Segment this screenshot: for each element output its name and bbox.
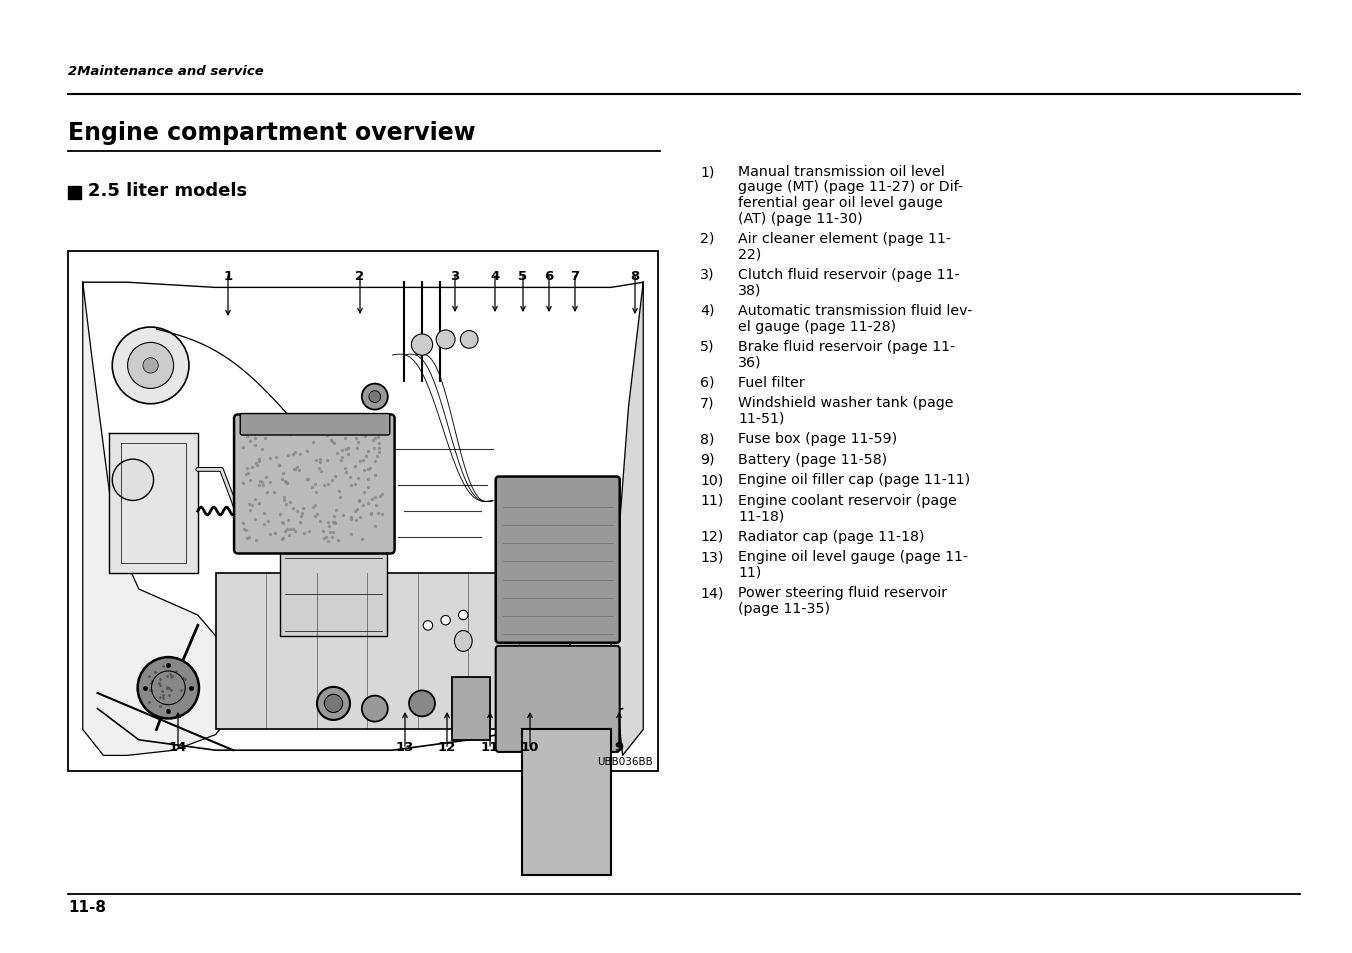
Text: Automatic transmission fluid lev-: Automatic transmission fluid lev-	[738, 304, 972, 317]
Text: 6: 6	[545, 270, 553, 283]
Bar	[68, 187, 81, 200]
Text: gauge (MT) (page 11-27) or Dif-: gauge (MT) (page 11-27) or Dif-	[738, 180, 963, 194]
Text: el gauge (page 11-28): el gauge (page 11-28)	[738, 319, 896, 334]
Circle shape	[127, 343, 173, 389]
Bar	[522, 730, 611, 875]
Bar	[215, 574, 569, 730]
Text: 13: 13	[396, 740, 414, 753]
Polygon shape	[611, 283, 644, 756]
Text: Engine coolant reservoir (page: Engine coolant reservoir (page	[738, 494, 957, 507]
Bar	[280, 553, 387, 637]
Text: Engine oil level gauge (page 11-: Engine oil level gauge (page 11-	[738, 550, 968, 564]
Text: 14): 14)	[700, 586, 723, 599]
Text: 9: 9	[614, 740, 623, 753]
Text: 1): 1)	[700, 165, 714, 179]
Text: Battery (page 11-58): Battery (page 11-58)	[738, 453, 887, 467]
Text: 12): 12)	[700, 530, 723, 543]
Polygon shape	[82, 283, 245, 756]
Text: 5: 5	[518, 270, 527, 283]
Text: 11: 11	[481, 740, 499, 753]
Circle shape	[369, 392, 381, 403]
Text: Brake fluid reservoir (page 11-: Brake fluid reservoir (page 11-	[738, 339, 956, 354]
FancyBboxPatch shape	[241, 415, 389, 436]
Text: 4: 4	[491, 270, 500, 283]
Text: 2: 2	[356, 270, 365, 283]
Text: 22): 22)	[738, 247, 761, 261]
Text: 7: 7	[571, 270, 580, 283]
Text: UBB036BB: UBB036BB	[598, 757, 653, 766]
Circle shape	[411, 335, 433, 355]
Text: Engine oil filler cap (page 11-11): Engine oil filler cap (page 11-11)	[738, 473, 971, 487]
Text: 8: 8	[630, 270, 639, 283]
Circle shape	[324, 695, 342, 713]
Circle shape	[458, 611, 468, 620]
Text: 11): 11)	[700, 494, 723, 507]
FancyBboxPatch shape	[496, 477, 619, 643]
Text: 11-51): 11-51)	[738, 412, 784, 426]
Circle shape	[316, 687, 350, 720]
Text: 11): 11)	[738, 565, 761, 579]
Text: 2.5 liter models: 2.5 liter models	[88, 182, 247, 200]
Circle shape	[112, 328, 189, 404]
Circle shape	[437, 331, 456, 350]
Polygon shape	[110, 434, 197, 574]
Circle shape	[460, 332, 479, 349]
Circle shape	[441, 616, 450, 625]
Text: 6): 6)	[700, 375, 714, 390]
Text: 2): 2)	[700, 232, 714, 246]
Text: 11-18): 11-18)	[738, 509, 784, 523]
Circle shape	[410, 691, 435, 717]
Text: 10: 10	[521, 740, 539, 753]
Text: 12: 12	[438, 740, 456, 753]
Circle shape	[112, 459, 154, 501]
Text: Fuse box (page 11-59): Fuse box (page 11-59)	[738, 432, 898, 446]
Text: Clutch fluid reservoir (page 11-: Clutch fluid reservoir (page 11-	[738, 268, 960, 282]
Text: (page 11-35): (page 11-35)	[738, 601, 830, 616]
Text: 8): 8)	[700, 432, 714, 446]
Text: 36): 36)	[738, 355, 761, 369]
Text: (AT) (page 11-30): (AT) (page 11-30)	[738, 212, 863, 225]
Text: 13): 13)	[700, 550, 723, 564]
Text: 3): 3)	[700, 268, 714, 282]
Text: Power steering fluid reservoir: Power steering fluid reservoir	[738, 586, 948, 599]
Text: 1: 1	[223, 270, 233, 283]
Text: Radiator cap (page 11-18): Radiator cap (page 11-18)	[738, 530, 925, 543]
Text: 11-8: 11-8	[68, 899, 105, 914]
Circle shape	[362, 696, 388, 721]
Text: ferential gear oil level gauge: ferential gear oil level gauge	[738, 195, 942, 210]
Text: Windshield washer tank (page: Windshield washer tank (page	[738, 396, 953, 410]
FancyBboxPatch shape	[234, 415, 395, 554]
Text: 38): 38)	[738, 283, 761, 297]
Bar	[69, 253, 657, 770]
Text: 3: 3	[450, 270, 460, 283]
Text: Manual transmission oil level: Manual transmission oil level	[738, 165, 945, 179]
Bar	[68, 252, 658, 771]
Text: Fuel filter: Fuel filter	[738, 375, 804, 390]
Circle shape	[138, 658, 199, 719]
Text: 10): 10)	[700, 473, 723, 487]
Text: 14: 14	[169, 740, 187, 753]
FancyBboxPatch shape	[496, 646, 619, 752]
Bar	[452, 678, 489, 740]
Circle shape	[362, 384, 388, 410]
Circle shape	[143, 358, 158, 374]
Text: 5): 5)	[700, 339, 714, 354]
Text: 4): 4)	[700, 304, 714, 317]
Circle shape	[423, 621, 433, 631]
Text: 7): 7)	[700, 396, 714, 410]
Text: 2Maintenance and service: 2Maintenance and service	[68, 65, 264, 78]
Text: Air cleaner element (page 11-: Air cleaner element (page 11-	[738, 232, 950, 246]
Text: 9): 9)	[700, 453, 714, 467]
Text: Engine compartment overview: Engine compartment overview	[68, 121, 476, 145]
Ellipse shape	[454, 631, 472, 652]
